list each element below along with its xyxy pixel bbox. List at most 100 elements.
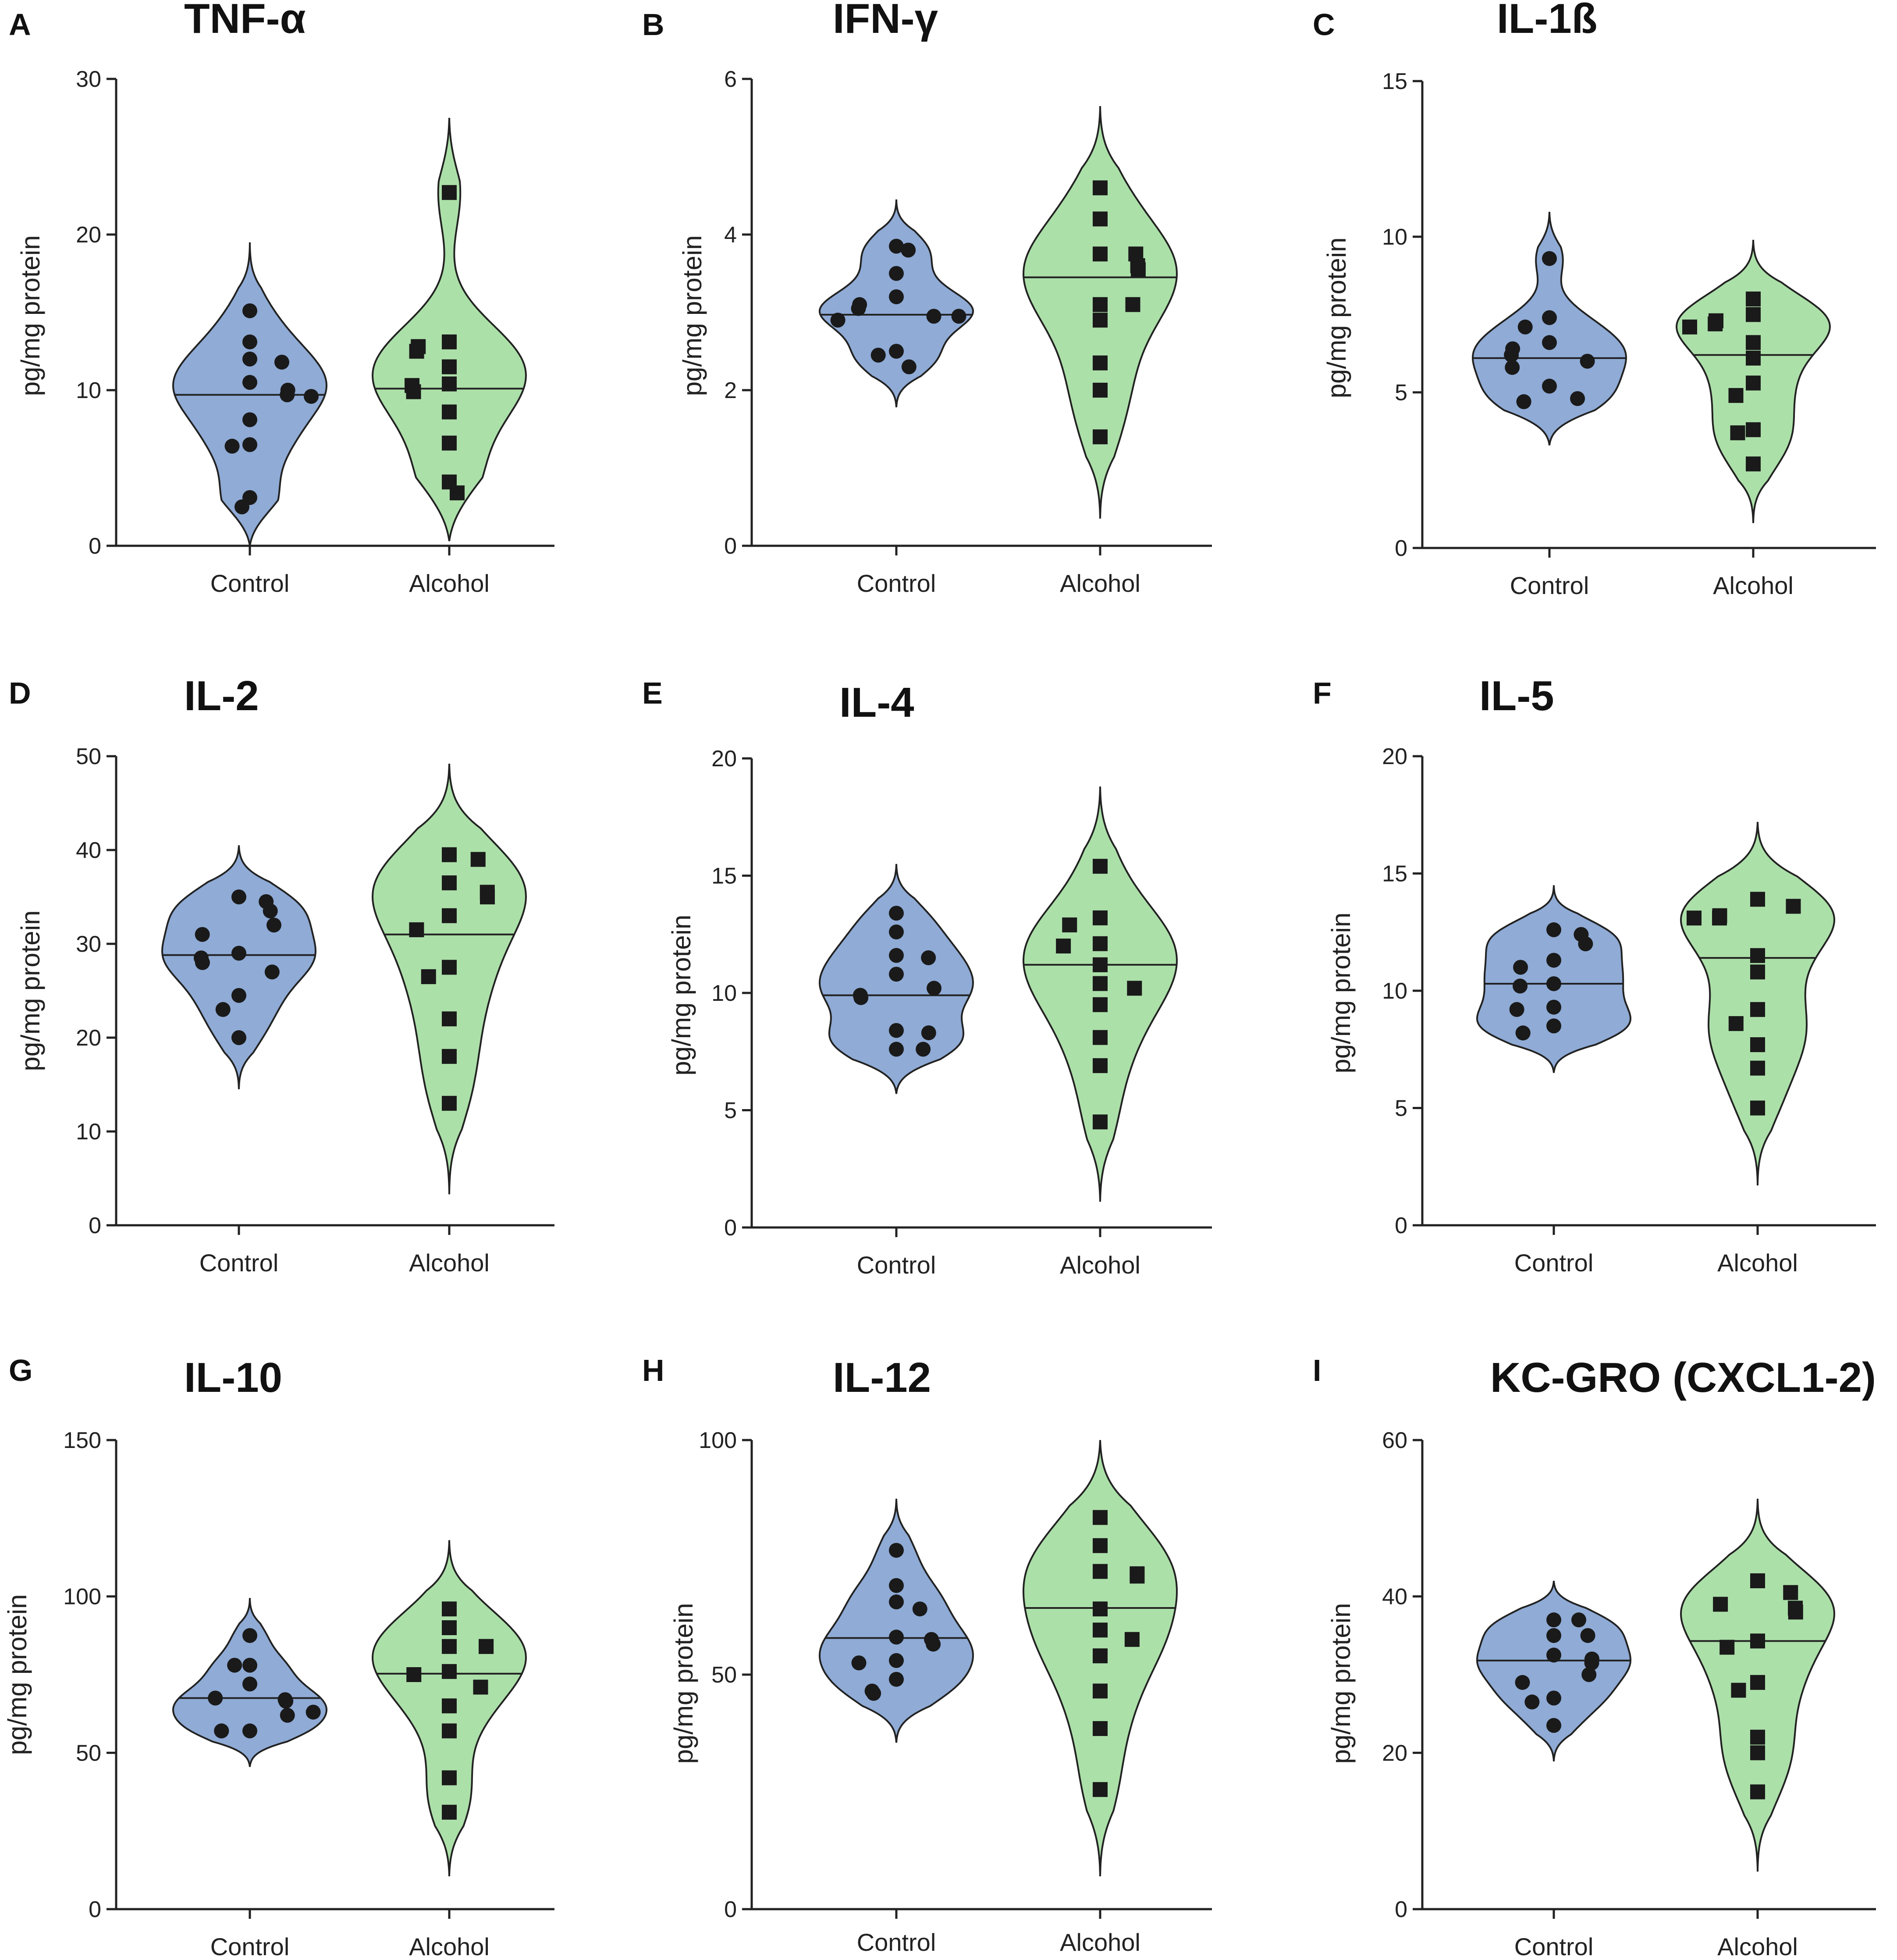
data-point-alcohol	[1731, 1683, 1746, 1698]
data-point-control	[242, 334, 257, 349]
y-tick-label: 20	[711, 746, 737, 772]
data-point-control	[242, 303, 257, 318]
panel-title: IFN-γ	[833, 0, 938, 42]
data-point-alcohol	[442, 960, 457, 975]
data-point-alcohol	[1056, 939, 1071, 953]
data-point-control	[215, 1002, 231, 1017]
data-point-control	[889, 1042, 904, 1057]
data-point-alcohol	[1093, 211, 1108, 227]
data-point-control	[889, 1594, 904, 1610]
data-point-alcohol	[1093, 383, 1108, 398]
data-point-alcohol	[1750, 892, 1765, 907]
data-point-control	[1546, 922, 1561, 937]
y-tick-label: 4	[724, 222, 737, 248]
data-point-alcohol	[1093, 1564, 1108, 1579]
y-tick-label: 0	[724, 534, 737, 559]
x-category-label: Alcohol	[409, 1933, 490, 1960]
data-point-control	[263, 904, 278, 919]
data-point-control	[921, 950, 936, 965]
data-point-control	[224, 438, 240, 454]
data-point-alcohol	[442, 185, 457, 200]
data-point-control	[870, 348, 886, 363]
panel-g: G IL-10 pg/mg protein 0 50 100 150 Control Alcoh…	[3, 1353, 554, 1960]
violin-control	[1476, 1580, 1631, 1762]
data-point-control	[280, 1707, 295, 1723]
x-category-label: Control	[857, 1928, 936, 1956]
y-tick-label: 20	[76, 1025, 101, 1051]
data-point-control	[889, 266, 904, 281]
data-point-alcohol	[442, 908, 457, 923]
panel-a: A TNF-α pg/mg protein 0 10 20 30 Control Alcohol	[9, 0, 554, 597]
data-point-control	[1515, 1675, 1530, 1690]
y-axis-label: pg/mg protein	[16, 911, 45, 1071]
y-tick-label: 0	[1395, 1897, 1407, 1922]
y-tick-label: 40	[76, 838, 101, 863]
data-point-control	[889, 924, 904, 939]
data-point-alcohol	[1093, 976, 1108, 991]
y-tick-label: 30	[76, 932, 101, 957]
data-point-control	[889, 238, 904, 254]
panel-title: IL-10	[184, 1354, 282, 1401]
y-axis-label: pg/mg protein	[1326, 1603, 1356, 1764]
data-point-alcohol	[1093, 910, 1108, 925]
data-point-alcohol	[442, 1664, 457, 1679]
y-tick-label: 20	[1382, 744, 1407, 769]
panel-letter: E	[642, 676, 663, 710]
x-category-label: Control	[210, 569, 290, 597]
data-point-alcohol	[1750, 1675, 1765, 1690]
data-point-alcohol	[442, 1698, 457, 1714]
panel-letter: G	[9, 1353, 32, 1387]
x-category-label: Control	[1514, 1249, 1594, 1277]
data-point-alcohol	[1746, 422, 1761, 438]
data-point-alcohol	[1093, 1683, 1108, 1699]
data-point-control	[912, 1601, 927, 1617]
panel-letter: I	[1313, 1353, 1321, 1387]
x-category-label: Control	[1514, 1933, 1594, 1960]
data-point-control	[242, 1676, 257, 1692]
data-point-alcohol	[442, 1049, 457, 1064]
data-point-control	[195, 927, 210, 942]
data-point-control	[231, 1030, 246, 1045]
x-category-label: Alcohol	[409, 569, 490, 597]
violin-alcohol	[371, 764, 527, 1195]
data-point-alcohol	[421, 969, 436, 984]
data-point-control	[242, 1723, 257, 1739]
data-point-control	[889, 1023, 904, 1038]
x-category-label: Control	[857, 569, 936, 597]
y-tick-label: 100	[699, 1428, 737, 1453]
data-point-alcohol	[1746, 456, 1761, 472]
panel-letter: C	[1313, 7, 1335, 42]
data-point-control	[304, 389, 319, 404]
data-point-alcohol	[1728, 1016, 1744, 1031]
panel-title: IL-12	[833, 1354, 931, 1401]
data-point-alcohol	[479, 1639, 494, 1654]
data-point-control	[889, 967, 904, 982]
data-point-alcohol	[442, 847, 457, 862]
x-category-label: Alcohol	[1060, 1928, 1140, 1956]
panel-b: B IFN-γ pg/mg protein 0 2 4 6 Control Alcohol	[642, 0, 1212, 597]
data-point-control	[1542, 251, 1557, 266]
data-point-alcohol	[1750, 1633, 1765, 1649]
data-point-alcohol	[1125, 297, 1140, 312]
panel-letter: A	[9, 7, 31, 42]
x-category-label: Alcohol	[1713, 572, 1794, 599]
data-point-alcohol	[1728, 388, 1744, 403]
data-point-alcohol	[1093, 355, 1108, 370]
x-category-label: Alcohol	[409, 1249, 490, 1277]
x-category-label: Control	[1510, 572, 1589, 599]
violin-control	[818, 1498, 974, 1743]
y-tick-label: 10	[1382, 978, 1407, 1004]
data-point-control	[195, 955, 210, 970]
data-point-control	[851, 1655, 867, 1671]
data-point-control	[242, 1628, 257, 1643]
data-point-alcohol	[1746, 350, 1761, 366]
data-point-control	[242, 375, 257, 390]
data-point-alcohol	[1746, 335, 1761, 350]
data-point-control	[231, 946, 246, 961]
y-axis-label: pg/mg protein	[3, 1594, 32, 1755]
y-tick-label: 15	[1382, 69, 1407, 94]
data-point-alcohol	[1750, 948, 1765, 963]
data-point-alcohol	[1687, 911, 1702, 926]
data-point-alcohol	[1746, 375, 1761, 391]
y-tick-label: 30	[76, 67, 101, 92]
